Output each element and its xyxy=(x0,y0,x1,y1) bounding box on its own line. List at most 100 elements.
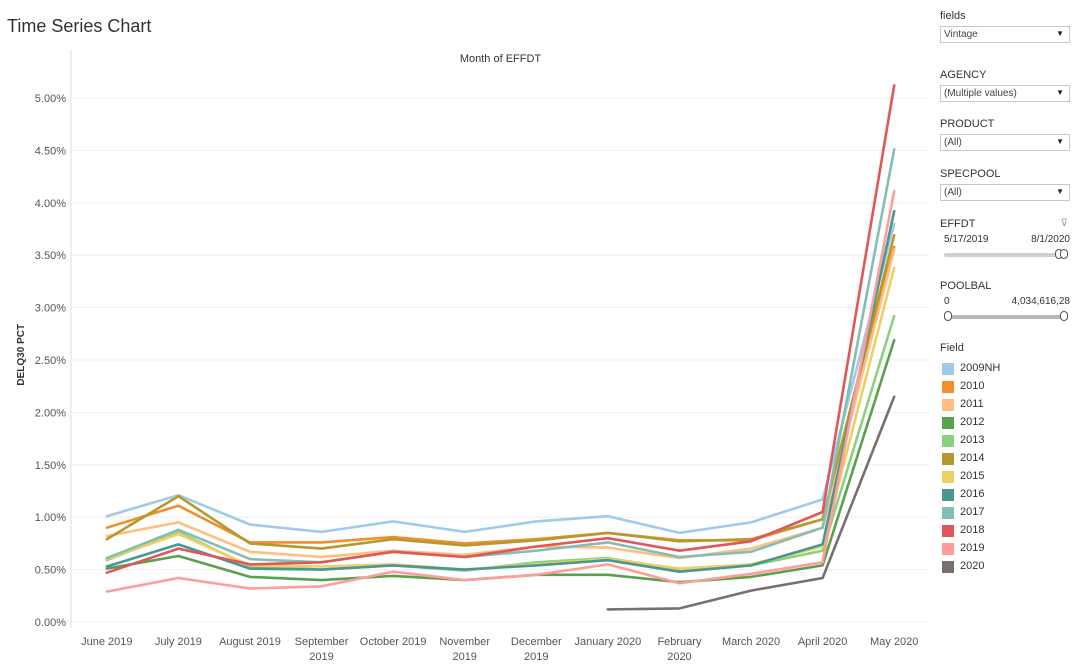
line-chart: Month of EFFDT DELQ30 PCT 0.00% 0.50% 1.00% 1… xyxy=(16,50,930,663)
legend-label: 2014 xyxy=(960,452,985,464)
legend-item-2015[interactable]: 2015 xyxy=(940,468,1070,486)
legend-swatch xyxy=(942,381,954,393)
legend-label: 2015 xyxy=(960,470,985,482)
y-axis-label: DELQ30 PCT xyxy=(16,324,27,386)
product-filter: PRODUCT (All) ▼ xyxy=(940,118,1072,151)
chevron-down-icon: ▼ xyxy=(1056,29,1064,38)
poolbal-range-values: 0 4,034,616,28 xyxy=(940,295,1072,309)
effdt-min-value: 5/17/2019 xyxy=(944,234,989,245)
series-line-2018 xyxy=(105,84,896,574)
y-tick-label: 1.50% xyxy=(35,460,66,472)
legend-item-2013[interactable]: 2013 xyxy=(940,432,1070,450)
x-tick-label: April 2020 xyxy=(798,636,848,648)
x-tick-label: September 2019 xyxy=(295,636,349,663)
y-tick-label: 0.50% xyxy=(35,565,66,577)
x-tick-label: March 2020 xyxy=(722,636,780,648)
effdt-label: EFFDT xyxy=(940,218,976,230)
series-line-2020 xyxy=(606,395,896,611)
agency-filter: AGENCY (Multiple values) ▼ xyxy=(940,69,1072,102)
series-line-2016 xyxy=(105,209,896,573)
series-line-2014 xyxy=(105,234,896,550)
x-tick-label: June 2019 xyxy=(81,636,132,648)
x-tick-label: July 2019 xyxy=(155,636,202,648)
fields-filter: fields Vintage ▼ xyxy=(940,10,1072,43)
legend-label: 2013 xyxy=(960,434,985,446)
y-tick-label: 3.50% xyxy=(35,250,66,262)
legend-item-2017[interactable]: 2017 xyxy=(940,504,1070,522)
legend-swatch xyxy=(942,471,954,483)
poolbal-max-value: 4,034,616,28 xyxy=(1011,296,1070,307)
poolbal-filter: POOLBAL 0 4,034,616,28 xyxy=(940,280,1072,321)
x-tick-label: February 2020 xyxy=(657,636,702,663)
legend-item-2019[interactable]: 2019 xyxy=(940,540,1070,558)
chevron-down-icon: ▼ xyxy=(1056,187,1064,196)
clear-filter-icon[interactable]: ⊽ xyxy=(1060,218,1068,229)
poolbal-slider-max-handle[interactable] xyxy=(1060,311,1068,321)
specpool-filter: SPECPOOL (All) ▼ xyxy=(940,168,1072,201)
filter-panel: fields Vintage ▼ AGENCY (Multiple values… xyxy=(940,0,1079,670)
y-tick-label: 1.00% xyxy=(35,512,66,524)
poolbal-slider[interactable] xyxy=(944,311,1068,321)
specpool-dropdown[interactable]: (All) ▼ xyxy=(940,184,1070,201)
legend-swatch xyxy=(942,489,954,501)
legend-label: 2018 xyxy=(960,524,985,536)
page-title: Time Series Chart xyxy=(7,16,152,36)
chevron-down-icon: ▼ xyxy=(1056,88,1064,97)
legend-swatch xyxy=(942,561,954,573)
legend-swatch xyxy=(942,543,954,555)
agency-dropdown[interactable]: (Multiple values) ▼ xyxy=(940,85,1070,102)
legend-label: 2011 xyxy=(960,398,984,410)
fields-dropdown[interactable]: Vintage ▼ xyxy=(940,26,1070,43)
product-label: PRODUCT xyxy=(940,118,995,130)
fields-label: fields xyxy=(940,10,966,22)
y-tick-label: 2.00% xyxy=(35,407,66,419)
x-tick-label: October 2019 xyxy=(360,636,427,648)
chart-title: Month of EFFDT xyxy=(460,53,542,65)
poolbal-slider-fill xyxy=(944,315,1068,319)
y-tick-label: 0.00% xyxy=(35,617,66,629)
legend-item-2011[interactable]: 2011 xyxy=(940,396,1070,414)
agency-label: AGENCY xyxy=(940,69,987,81)
x-tick-label: November 2019 xyxy=(439,636,490,663)
product-dropdown-value: (All) xyxy=(944,137,962,148)
legend-swatch xyxy=(942,363,954,375)
legend-item-2012[interactable]: 2012 xyxy=(940,414,1070,432)
legend-label: 2017 xyxy=(960,506,985,518)
x-tick-label: May 2020 xyxy=(870,636,918,648)
product-dropdown[interactable]: (All) ▼ xyxy=(940,134,1070,151)
chart-area: Month of EFFDT DELQ30 PCT 0.00% 0.50% 1.00% 1… xyxy=(0,40,930,670)
effdt-range-values: 5/17/2019 8/1/2020 xyxy=(940,233,1072,247)
y-tick-label: 5.00% xyxy=(35,93,66,105)
legend-swatch xyxy=(942,525,954,537)
fields-dropdown-value: Vintage xyxy=(944,29,978,40)
effdt-slider-max-handle[interactable] xyxy=(1060,249,1068,259)
x-tick-label: January 2020 xyxy=(575,636,642,648)
series-line-2012 xyxy=(105,338,896,584)
legend-label: 2016 xyxy=(960,488,985,500)
legend-swatch xyxy=(942,453,954,465)
legend-item-2014[interactable]: 2014 xyxy=(940,450,1070,468)
y-tick-label: 3.00% xyxy=(35,303,66,315)
y-tick-label: 4.50% xyxy=(35,145,66,157)
legend-label: 2019 xyxy=(960,542,985,554)
legend-item-2010[interactable]: 2010 xyxy=(940,378,1070,396)
legend-item-2016[interactable]: 2016 xyxy=(940,486,1070,504)
x-tick-label: December 2019 xyxy=(511,636,562,663)
legend-item-2009nh[interactable]: 2009NH xyxy=(940,360,1070,378)
series-line-2019 xyxy=(105,190,896,593)
legend-item-2018[interactable]: 2018 xyxy=(940,522,1070,540)
legend-swatch xyxy=(942,399,954,411)
specpool-label: SPECPOOL xyxy=(940,168,1001,180)
legend-item-2020[interactable]: 2020 xyxy=(940,558,1070,576)
legend-label: 2020 xyxy=(960,560,985,572)
y-tick-label: 4.00% xyxy=(35,198,66,210)
series-line-2010 xyxy=(105,245,896,545)
effdt-filter: EFFDT ⊽ 5/17/2019 8/1/2020 xyxy=(940,218,1072,259)
poolbal-label: POOLBAL xyxy=(940,280,992,292)
chevron-down-icon: ▼ xyxy=(1056,137,1064,146)
legend-swatch xyxy=(942,417,954,429)
effdt-max-value: 8/1/2020 xyxy=(1031,234,1070,245)
effdt-slider[interactable] xyxy=(944,249,1068,259)
poolbal-slider-min-handle[interactable] xyxy=(944,311,952,321)
legend-label: 2010 xyxy=(960,380,985,392)
